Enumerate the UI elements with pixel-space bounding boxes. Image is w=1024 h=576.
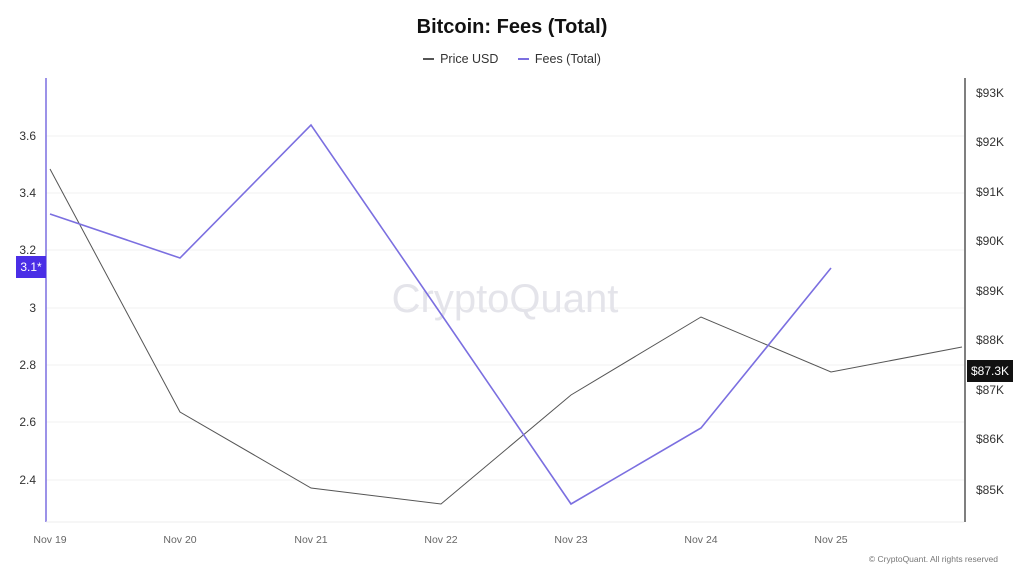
fees-swatch-icon [517, 58, 529, 60]
gridlines [46, 135, 964, 481]
x-tick: Nov 22 [424, 534, 458, 546]
x-tick: Nov 19 [33, 534, 67, 546]
left-tick: 3.6 [19, 129, 36, 143]
right-tick: $85K [976, 483, 1005, 497]
price-line [49, 168, 963, 505]
x-tick: Nov 21 [294, 534, 328, 546]
price-swatch-icon [423, 58, 435, 60]
legend-label-price: Price USD [440, 52, 499, 66]
fees-current-badge: 3.1* [16, 256, 46, 278]
x-tick: Nov 24 [684, 534, 718, 546]
watermark: CryptoQuant [392, 277, 619, 321]
fees-line [49, 123, 832, 506]
right-tick: $93K [976, 86, 1005, 100]
legend-item-price[interactable]: Price USD [423, 52, 498, 66]
legend: Price USD Fees (Total) [0, 49, 1024, 66]
right-tick: $92K [976, 135, 1005, 149]
right-tick: $86K [976, 432, 1005, 446]
x-tick: Nov 23 [554, 534, 588, 546]
left-tick: 2.4 [19, 473, 36, 487]
copyright-text: © CryptoQuant. All rights reserved [868, 554, 998, 564]
left-tick: 2.6 [19, 415, 36, 429]
right-tick: $91K [976, 185, 1005, 199]
right-tick: $90K [976, 234, 1005, 248]
price-current-badge: $87.3K [967, 360, 1013, 382]
right-tick: $87K [976, 383, 1005, 397]
right-tick: $89K [976, 284, 1005, 298]
chart-title: Bitcoin: Fees (Total) [416, 16, 608, 38]
x-tick: Nov 25 [814, 534, 848, 546]
x-tick: Nov 20 [163, 534, 197, 546]
left-tick: 3.2 [19, 243, 36, 257]
legend-item-fees[interactable]: Fees (Total) [517, 52, 601, 66]
left-tick: 3 [29, 301, 36, 315]
left-tick: 2.8 [19, 358, 36, 372]
right-tick: $88K [976, 333, 1005, 347]
legend-label-fees: Fees (Total) [534, 52, 601, 66]
left-tick: 3.4 [19, 186, 36, 200]
